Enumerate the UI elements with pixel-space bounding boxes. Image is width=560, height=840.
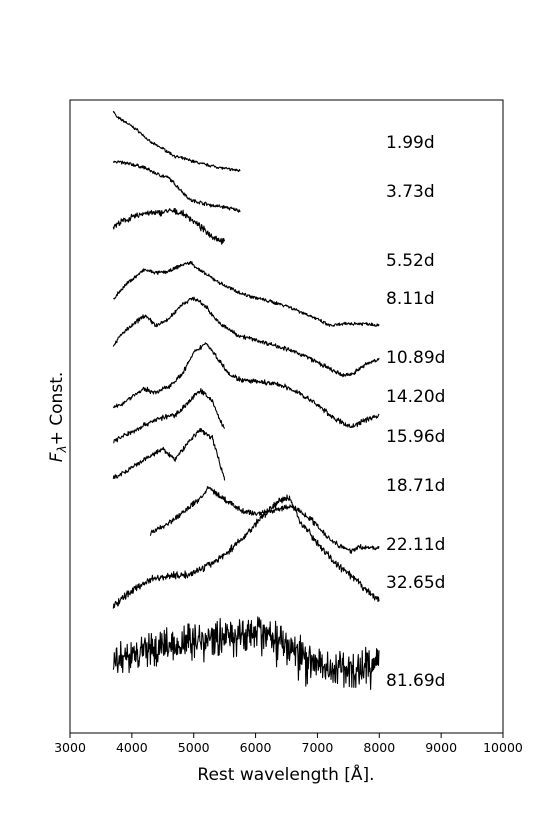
x-axis-ticks: 3000 4000 5000 6000 7000 8000 9000 10000 [54, 733, 523, 755]
spectrum-line-10.89d [112, 296, 380, 378]
spectrum-line-1.99d [112, 110, 241, 173]
epoch-label: 15.96d [386, 427, 445, 447]
plot-area [69, 99, 504, 734]
spectrum-line-8.11d [113, 260, 380, 327]
epoch-label: 22.11d [386, 535, 445, 555]
epoch-labels: 1.99d 3.73d 5.52d 8.11d 10.89d 14.20d 15.96d 18… [386, 133, 445, 691]
x-tick-label: 9000 [425, 740, 457, 755]
x-tick-label: 5000 [178, 740, 210, 755]
x-axis-label: Rest wavelength [Å]. [197, 763, 374, 785]
spectrum-line-14.20d [112, 342, 380, 429]
epoch-label: 5.52d [386, 251, 435, 271]
epoch-label: 8.11d [386, 289, 435, 309]
spectrum-line-18.71d [112, 427, 226, 481]
epoch-label: 18.71d [386, 476, 445, 496]
epoch-label: 32.65d [386, 573, 445, 593]
x-tick-label: 10000 [483, 740, 523, 755]
epoch-label: 81.69d [386, 671, 445, 691]
svg-text:Fλ+ Const.: Fλ+ Const. [47, 372, 69, 463]
epoch-label: 1.99d [386, 133, 435, 153]
spectrum-line-3.73d [112, 160, 241, 213]
spectrum-line-81.69d [112, 616, 380, 690]
spectrum-line-15.96d [113, 388, 226, 444]
epoch-label: 14.20d [386, 387, 445, 407]
spectrum-line-5.52d [112, 207, 226, 245]
x-tick-label: 3000 [54, 740, 86, 755]
epoch-label: 3.73d [386, 182, 435, 202]
spectra-lines [112, 110, 380, 690]
spectrum-line-32.65d [112, 494, 380, 609]
x-tick-label: 7000 [302, 740, 334, 755]
x-tick-label: 8000 [363, 740, 395, 755]
x-tick-label: 4000 [116, 740, 148, 755]
epoch-label: 10.89d [386, 348, 445, 368]
y-axis-label: Fλ+ Const. [47, 372, 69, 463]
x-tick-label: 6000 [240, 740, 272, 755]
